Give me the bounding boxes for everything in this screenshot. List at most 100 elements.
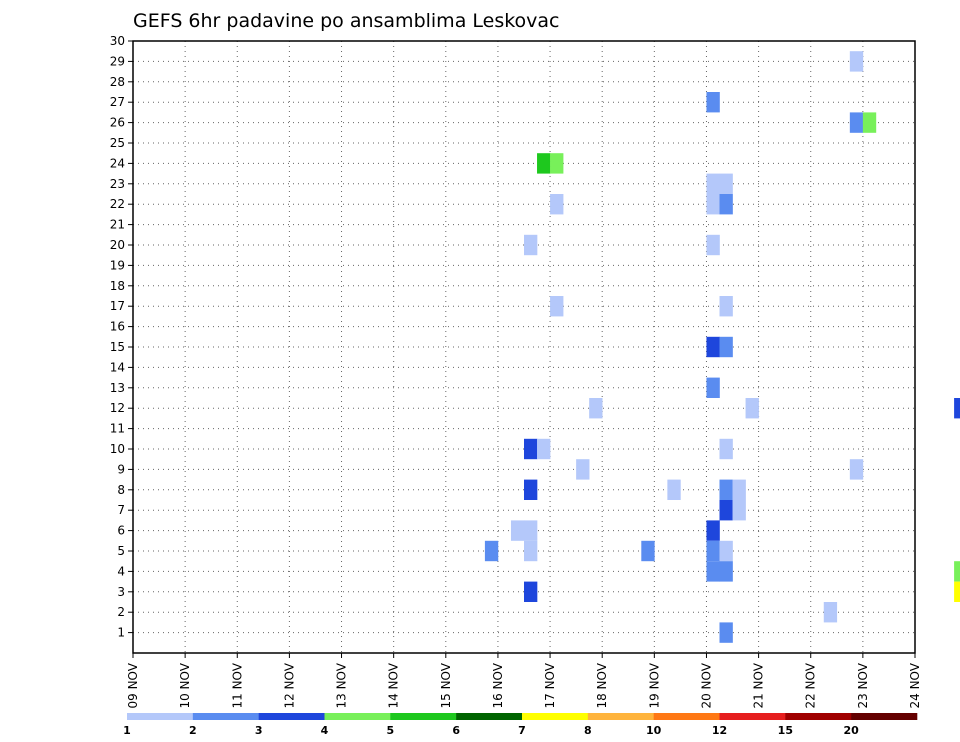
heatmap-cell [706,92,720,113]
x-tick-label: 14 NOV [387,662,401,708]
x-tick-label: 11 NOV [230,662,244,708]
x-axis-ticks: 09 NOV 10 NOV 11 NOV 12 NOV 13 NOV 14 NOV 15 N… [126,653,922,709]
x-tick-label: 10 NOV [178,662,192,708]
y-tick-label: 14 [110,360,125,374]
heatmap-cell [641,540,655,562]
heatmap-cell [537,153,551,174]
x-tick-label: 09 NOV [126,662,140,708]
heatmap-cell [719,479,733,500]
y-tick-label: 25 [110,136,125,150]
heatmap-cell [576,459,590,480]
y-tick-label: 30 [110,34,125,48]
heatmap-cell [732,500,746,521]
y-tick-label: 26 [110,116,125,130]
heatmap-cell [954,581,960,602]
legend-label: 1 [123,724,131,737]
heatmap-cell [954,398,960,419]
y-tick-label: 27 [110,95,125,109]
heatmap-cell [706,336,720,358]
y-tick-label: 6 [117,524,125,538]
heatmap-cell [706,520,720,541]
heatmap-cell [706,194,720,215]
heatmap-cell [719,173,733,194]
heatmap-cell [719,296,733,317]
heatmap-cell [719,540,733,562]
y-tick-label: 12 [110,401,125,415]
heatmap-cell [550,153,564,174]
heatmap-cell [862,112,877,133]
heatmap-cell [537,438,551,460]
y-tick-label: 22 [110,197,125,211]
x-tick-label: 18 NOV [595,662,609,708]
heatmap-cell [954,561,960,582]
legend-swatch [522,713,589,720]
y-axis-ticks: 1234567891011121314151617181920212223242… [110,34,133,640]
legend-label: 10 [646,724,662,737]
heatmap-cell [849,112,864,133]
legend-label: 12 [712,724,727,737]
heatmap-cell [524,479,538,500]
chart-title: GEFS 6hr padavine po ansamblima Leskovac [133,10,560,32]
y-tick-label: 13 [110,381,125,395]
heatmap-cell [706,561,720,582]
legend-label: 2 [189,724,197,737]
legend-swatch [258,713,325,720]
heatmap-cell [550,296,564,317]
legend-swatch [785,713,852,720]
y-tick-label: 7 [117,503,125,517]
x-tick-label: 12 NOV [282,662,296,708]
heatmap-cell [719,194,733,215]
x-tick-label: 13 NOV [335,662,349,708]
legend-swatch [192,713,259,720]
heatmap-cell [667,479,681,500]
x-tick-label: 22 NOV [804,662,818,708]
heatmap-cell [849,51,864,72]
x-tick-label: 19 NOV [647,662,661,708]
color-legend: 1 2 3 4 5 6 7 8 10 12 15 20 [123,713,918,737]
y-tick-label: 16 [110,320,125,334]
heatmap-cell [706,540,720,562]
y-tick-label: 23 [110,177,125,191]
heatmap-cell [524,520,538,541]
y-tick-label: 10 [110,442,125,456]
legend-label: 3 [255,724,263,737]
heatmap-cell [719,622,733,643]
x-tick-label: 16 NOV [491,662,505,708]
legend-label: 4 [321,724,329,737]
y-tick-label: 28 [110,75,125,89]
legend-swatch [653,713,720,720]
heatmap-cell [745,398,759,419]
heatmap-cell [706,377,720,398]
heatmap-cell [524,540,538,562]
legend-swatch [390,713,457,720]
y-tick-label: 20 [110,238,125,252]
heatmap-cell [849,459,864,480]
heatmap-cell [484,540,499,562]
y-tick-label: 19 [110,258,125,272]
heatmap-cell [719,336,733,358]
x-tick-label: 21 NOV [752,662,766,708]
y-tick-label: 9 [117,462,125,476]
y-tick-label: 5 [117,544,125,558]
y-tick-label: 21 [110,218,125,232]
legend-label: 6 [452,724,460,737]
x-tick-label: 20 NOV [699,662,713,708]
y-tick-label: 2 [117,605,125,619]
y-tick-label: 11 [110,422,125,436]
legend-label: 15 [778,724,793,737]
legend-swatch [127,713,194,720]
heatmap-cell [823,602,838,623]
heatmap-cell [524,234,538,256]
heatmap-cells [484,51,960,643]
legend-label: 20 [844,724,860,737]
heatmap-cell [719,561,733,582]
heatmap-cell [719,438,733,460]
y-tick-label: 4 [117,564,125,578]
y-tick-label: 29 [110,54,125,68]
y-tick-label: 15 [110,340,125,354]
x-tick-label: 24 NOV [908,662,922,708]
x-tick-label: 17 NOV [543,662,557,708]
heatmap-cell [706,234,720,256]
y-tick-label: 17 [110,299,125,313]
